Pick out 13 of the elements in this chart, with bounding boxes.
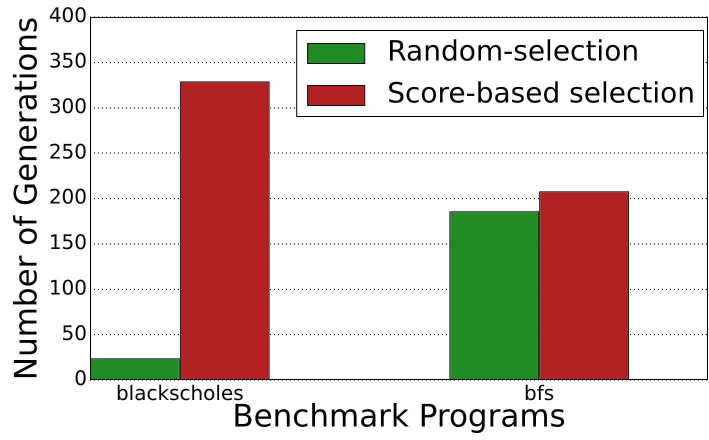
legend-label: Random-selection <box>387 34 640 68</box>
y-axis-title: Number of Generations <box>8 16 45 380</box>
y-tick-label: 250 <box>48 139 87 164</box>
y-tick-label: 100 <box>48 275 87 300</box>
y-tick-label: 350 <box>48 48 87 73</box>
x-tick-label: bfs <box>524 381 554 406</box>
y-tick-label: 50 <box>62 320 87 345</box>
y-tick-label: 150 <box>48 230 87 254</box>
y-tick-label: 400 <box>48 3 87 28</box>
y-tick-label: 300 <box>48 94 87 118</box>
legend-label: Score-based selection <box>387 76 695 110</box>
y-tick-label: 0 <box>74 366 87 390</box>
y-tick-label: 200 <box>48 184 87 209</box>
